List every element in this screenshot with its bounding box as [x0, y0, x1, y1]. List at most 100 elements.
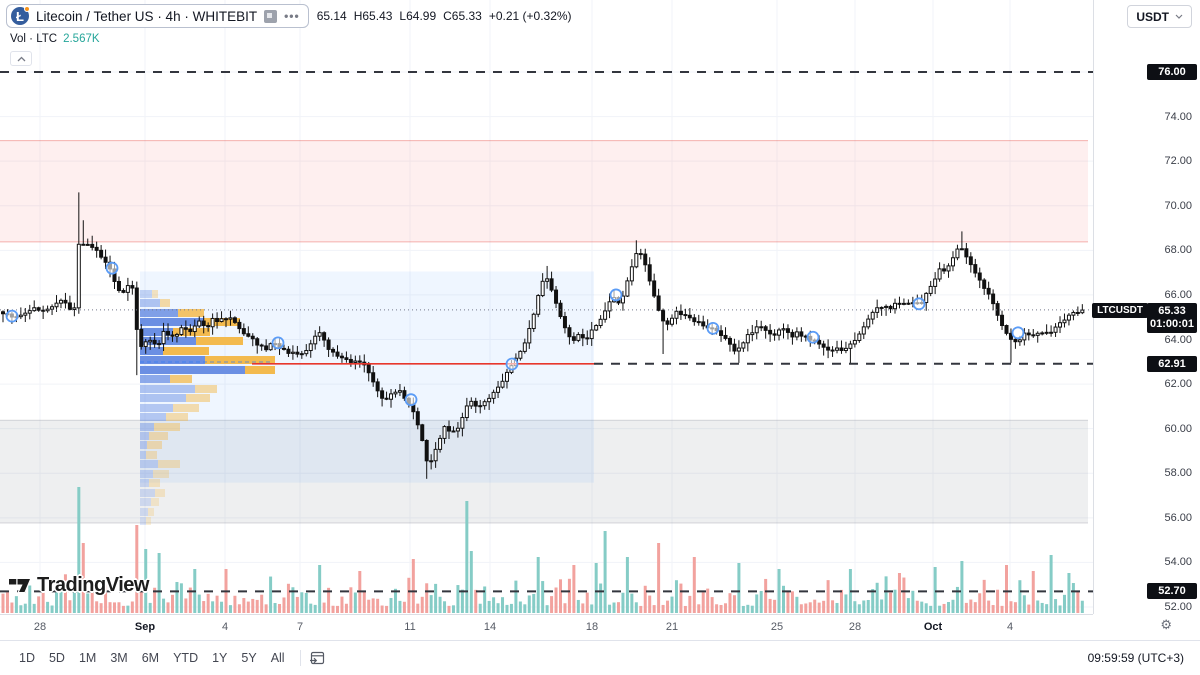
candle-body — [603, 310, 608, 320]
trade-marker[interactable] — [271, 336, 285, 350]
range-button-6M[interactable]: 6M — [141, 651, 160, 665]
more-options-icon[interactable]: ••• — [284, 9, 300, 23]
candle-body — [496, 386, 501, 393]
ohlc-high: H65.43 — [353, 9, 393, 23]
volume-bar — [55, 587, 59, 613]
profile-row-sell — [153, 470, 169, 478]
range-button-1M[interactable]: 1M — [78, 651, 97, 665]
symbol-title-button[interactable]: Ł Litecoin / Tether US · 4h · WHITEBIT •… — [6, 4, 309, 28]
volume-bar — [795, 596, 799, 613]
price-axis[interactable]: 76.00 74.00 72.00 70.00 68.00 66.00 64.00 62.00… — [1092, 0, 1200, 614]
volume-bar — [211, 601, 215, 613]
volume-bar — [95, 601, 99, 613]
volume-bar — [902, 577, 906, 613]
trade-marker[interactable] — [1011, 326, 1025, 340]
volume-bar — [670, 596, 674, 613]
profile-row-buy — [140, 347, 163, 355]
range-button-All[interactable]: All — [270, 651, 285, 665]
time-tick-4: 4 — [1006, 621, 1014, 633]
time-tick-4: 4 — [221, 621, 229, 633]
volume-bar — [425, 583, 429, 613]
trade-marker[interactable] — [404, 393, 418, 407]
candle-body — [598, 318, 603, 327]
trade-marker[interactable] — [505, 357, 519, 371]
volume-bar — [367, 599, 371, 613]
currency-unit-button[interactable]: USDT — [1127, 5, 1192, 28]
trade-marker[interactable] — [706, 321, 720, 335]
volume-bar — [897, 573, 901, 613]
range-button-5D[interactable]: 5D — [48, 651, 65, 665]
trade-marker[interactable] — [105, 261, 119, 275]
volume-bar — [429, 595, 433, 613]
price-tick-60.00: 60.00 — [1164, 422, 1192, 435]
candle-body — [1013, 338, 1018, 343]
volume-bar — [906, 598, 910, 613]
volume-bar — [527, 595, 531, 613]
range-button-3M[interactable]: 3M — [110, 651, 128, 665]
candle-body — [585, 337, 590, 340]
candle-body — [45, 308, 50, 312]
range-button-1Y[interactable]: 1Y — [212, 651, 228, 665]
time-tick-28: 28 — [848, 621, 862, 633]
volume-bar — [487, 600, 491, 613]
volume-bar — [866, 599, 870, 613]
volume-bar — [41, 589, 45, 613]
legend-action-icon[interactable] — [264, 9, 278, 23]
collapse-legend-button[interactable] — [10, 51, 32, 66]
candle-body — [94, 246, 99, 251]
go-to-date-button[interactable] — [309, 650, 326, 666]
candle-body — [670, 317, 674, 325]
profile-row-buy — [140, 290, 152, 298]
candle-body — [206, 325, 211, 328]
candle-body — [1035, 332, 1040, 336]
clock-timezone[interactable]: 09:59:59 (UTC+3) — [1087, 651, 1184, 665]
range-button-5Y[interactable]: 5Y — [241, 651, 257, 665]
volume-bar — [304, 592, 308, 613]
candle-body — [255, 338, 260, 346]
volume-bar — [817, 602, 821, 613]
axis-settings-gear-icon[interactable]: ⚙ — [1160, 617, 1172, 632]
trade-marker[interactable] — [5, 309, 19, 323]
volume-bar — [768, 598, 772, 613]
candle-body — [478, 405, 483, 408]
candle-body — [27, 310, 32, 314]
volume-bar — [938, 605, 942, 613]
time-axis[interactable]: 28 Sep 4 7 11 14 18 21 25 28 Oct 4 — [0, 614, 1093, 640]
trade-marker[interactable] — [609, 288, 623, 302]
volume-bar — [1009, 601, 1013, 613]
candle-body — [232, 317, 237, 323]
currency-unit-label: USDT — [1136, 9, 1169, 24]
volume-bar — [822, 600, 826, 613]
profile-row-buy — [140, 460, 158, 468]
price-chart-canvas[interactable] — [0, 0, 1093, 614]
volume-bar — [1067, 573, 1071, 613]
volume-bar — [683, 605, 687, 613]
volume-bar — [724, 603, 728, 613]
profile-row-sell — [173, 404, 199, 412]
candle-body — [299, 353, 304, 356]
range-button-YTD[interactable]: YTD — [173, 651, 199, 665]
tradingview-watermark[interactable]: TradingView — [8, 573, 149, 597]
volume-bar — [144, 549, 148, 613]
candle-body — [843, 347, 848, 352]
volume-bar — [1, 593, 5, 613]
profile-row-buy — [140, 337, 196, 345]
volume-bar — [567, 578, 571, 613]
candle-body — [964, 248, 969, 258]
candle-body — [81, 243, 86, 246]
profile-row-sell — [149, 432, 168, 440]
range-button-1D[interactable]: 1D — [19, 651, 35, 665]
candle-body — [835, 347, 840, 351]
volume-bar — [175, 581, 179, 613]
trade-marker[interactable] — [806, 330, 820, 344]
volume-bar — [113, 602, 116, 613]
trade-marker[interactable] — [912, 297, 926, 311]
volume-bar — [184, 598, 188, 613]
volume-bar — [492, 597, 496, 613]
candle-body — [50, 306, 55, 310]
time-tick-Oct: Oct — [923, 621, 943, 633]
profile-row-sell — [154, 423, 180, 431]
candle-body — [625, 280, 630, 297]
volume-bar — [206, 593, 210, 613]
time-tick-18: 18 — [585, 621, 599, 633]
